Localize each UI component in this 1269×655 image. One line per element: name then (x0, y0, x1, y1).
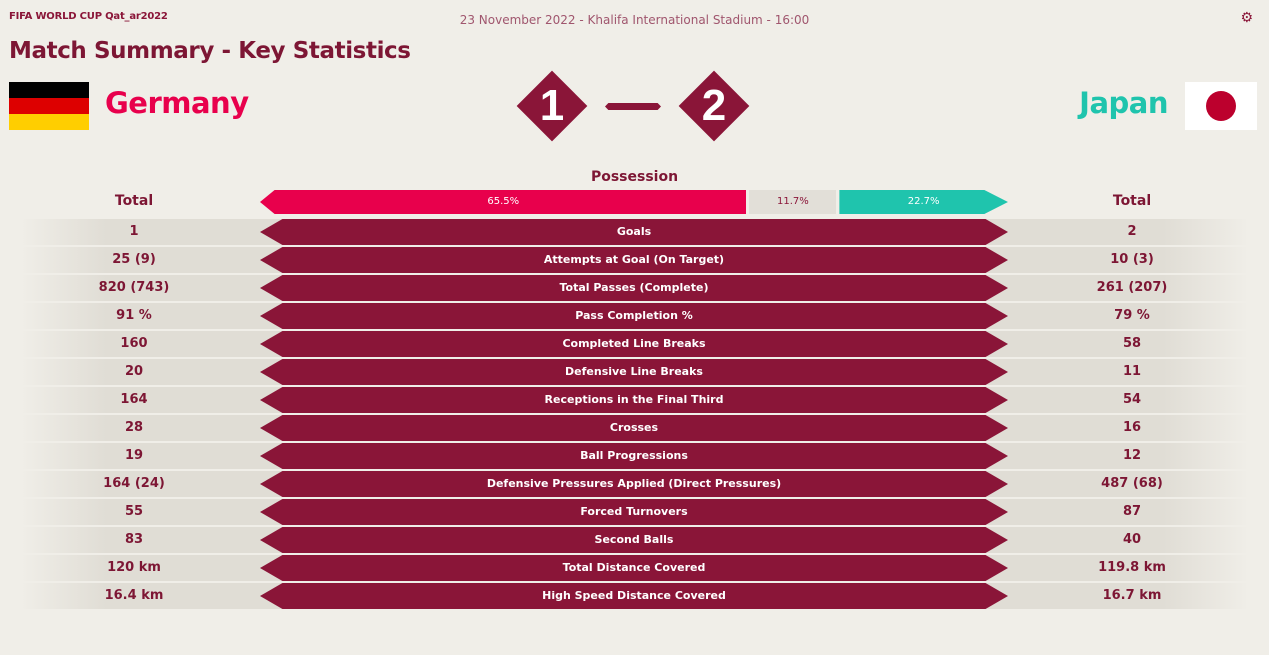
home-stat-value: 820 (743) (98, 280, 170, 295)
stat-label: Defensive Pressures Applied (Direct Pres… (260, 471, 1008, 497)
away-stat-value: 58 (1122, 336, 1142, 351)
home-stat-value: 20 (124, 364, 144, 379)
stat-label: Receptions in the Final Third (260, 387, 1008, 413)
away-stat-value: 11 (1122, 364, 1142, 379)
stats-table: 1 Goals 2 25 (9) Attempts at Goal (On Target… (0, 218, 1269, 610)
germany-flag (9, 82, 89, 130)
home-stat-value: 28 (124, 420, 144, 435)
stat-row: 83 Second Balls 40 (0, 526, 1269, 554)
stat-label: Crosses (260, 415, 1008, 441)
away-score: 2 (678, 70, 750, 142)
stat-label: Forced Turnovers (260, 499, 1008, 525)
away-stat-value: 16.7 km (1102, 588, 1162, 603)
away-stat-value: 87 (1122, 504, 1142, 519)
home-stat-value: 164 (120, 392, 148, 407)
stat-label: Attempts at Goal (On Target) (260, 247, 1008, 273)
home-stat-value: 55 (124, 504, 144, 519)
away-total-header: Total (1112, 193, 1152, 209)
stat-label: Defensive Line Breaks (260, 359, 1008, 385)
home-stat-value: 91 % (116, 308, 152, 323)
home-stat-value: 1 (129, 224, 139, 239)
away-stat-value: 79 % (1114, 308, 1150, 323)
home-stat-value: 83 (124, 532, 144, 547)
home-score-value: 1 (539, 81, 565, 130)
away-stat-value: 487 (68) (1101, 476, 1163, 491)
away-stat-value: 54 (1122, 392, 1142, 407)
home-stat-value: 16.4 km (104, 588, 164, 603)
away-stat-value: 10 (3) (1110, 252, 1154, 267)
japan-flag (1185, 82, 1257, 130)
stat-row: 120 km Total Distance Covered 119.8 km (0, 554, 1269, 582)
home-stat-value: 120 km (107, 560, 161, 575)
home-stat-value: 25 (9) (112, 252, 156, 267)
stat-row: 1 Goals 2 (0, 218, 1269, 246)
home-stat-value: 160 (120, 336, 148, 351)
stat-row: 28 Crosses 16 (0, 414, 1269, 442)
stat-label: Total Distance Covered (260, 555, 1008, 581)
away-stat-value: 16 (1122, 420, 1142, 435)
stat-row: 19 Ball Progressions 12 (0, 442, 1269, 470)
stat-label: Goals (260, 219, 1008, 245)
home-team-name: Germany (105, 86, 249, 120)
stat-row: 16.4 km High Speed Distance Covered 16.7 k… (0, 582, 1269, 610)
possession-away: 22.7% (839, 190, 1008, 214)
stat-row: 820 (743) Total Passes (Complete) 261 (207… (0, 274, 1269, 302)
stat-row: 20 Defensive Line Breaks 11 (0, 358, 1269, 386)
stat-row: 91 % Pass Completion % 79 % (0, 302, 1269, 330)
stat-label: Ball Progressions (260, 443, 1008, 469)
possession-title: Possession (590, 169, 679, 185)
away-stat-value: 12 (1122, 448, 1142, 463)
away-team-name: Japan (1079, 86, 1168, 120)
away-score-value: 2 (701, 81, 727, 130)
score-separator (605, 103, 661, 110)
stat-label: Pass Completion % (260, 303, 1008, 329)
match-info: 23 November 2022 - Khalifa International… (459, 13, 810, 27)
stat-label: Completed Line Breaks (260, 331, 1008, 357)
stat-label: Total Passes (Complete) (260, 275, 1008, 301)
home-stat-value: 19 (124, 448, 144, 463)
possession-bar: 65.5% 11.7% 22.7% (260, 190, 1008, 214)
stat-row: 164 (24) Defensive Pressures Applied (Dir… (0, 470, 1269, 498)
stat-label: Second Balls (260, 527, 1008, 553)
away-stat-value: 40 (1122, 532, 1142, 547)
away-stat-value: 119.8 km (1098, 560, 1166, 575)
stat-row: 160 Completed Line Breaks 58 (0, 330, 1269, 358)
possession-home: 65.5% (260, 190, 747, 214)
away-stat-value: 261 (207) (1096, 280, 1168, 295)
stat-row: 55 Forced Turnovers 87 (0, 498, 1269, 526)
possession-contested: 11.7% (749, 190, 837, 214)
home-stat-value: 164 (24) (103, 476, 165, 491)
away-stat-value: 2 (1127, 224, 1137, 239)
stat-row: 164 Receptions in the Final Third 54 (0, 386, 1269, 414)
fifa-logo: FIFA WORLD CUP Qat_ar2022 (9, 11, 168, 22)
stat-row: 25 (9) Attempts at Goal (On Target) 10 (3) (0, 246, 1269, 274)
page-title: Match Summary - Key Statistics (9, 38, 411, 64)
home-score: 1 (516, 70, 588, 142)
settings-icon[interactable]: ⚙ (1240, 10, 1253, 26)
home-total-header: Total (114, 193, 154, 209)
stat-label: High Speed Distance Covered (260, 583, 1008, 609)
